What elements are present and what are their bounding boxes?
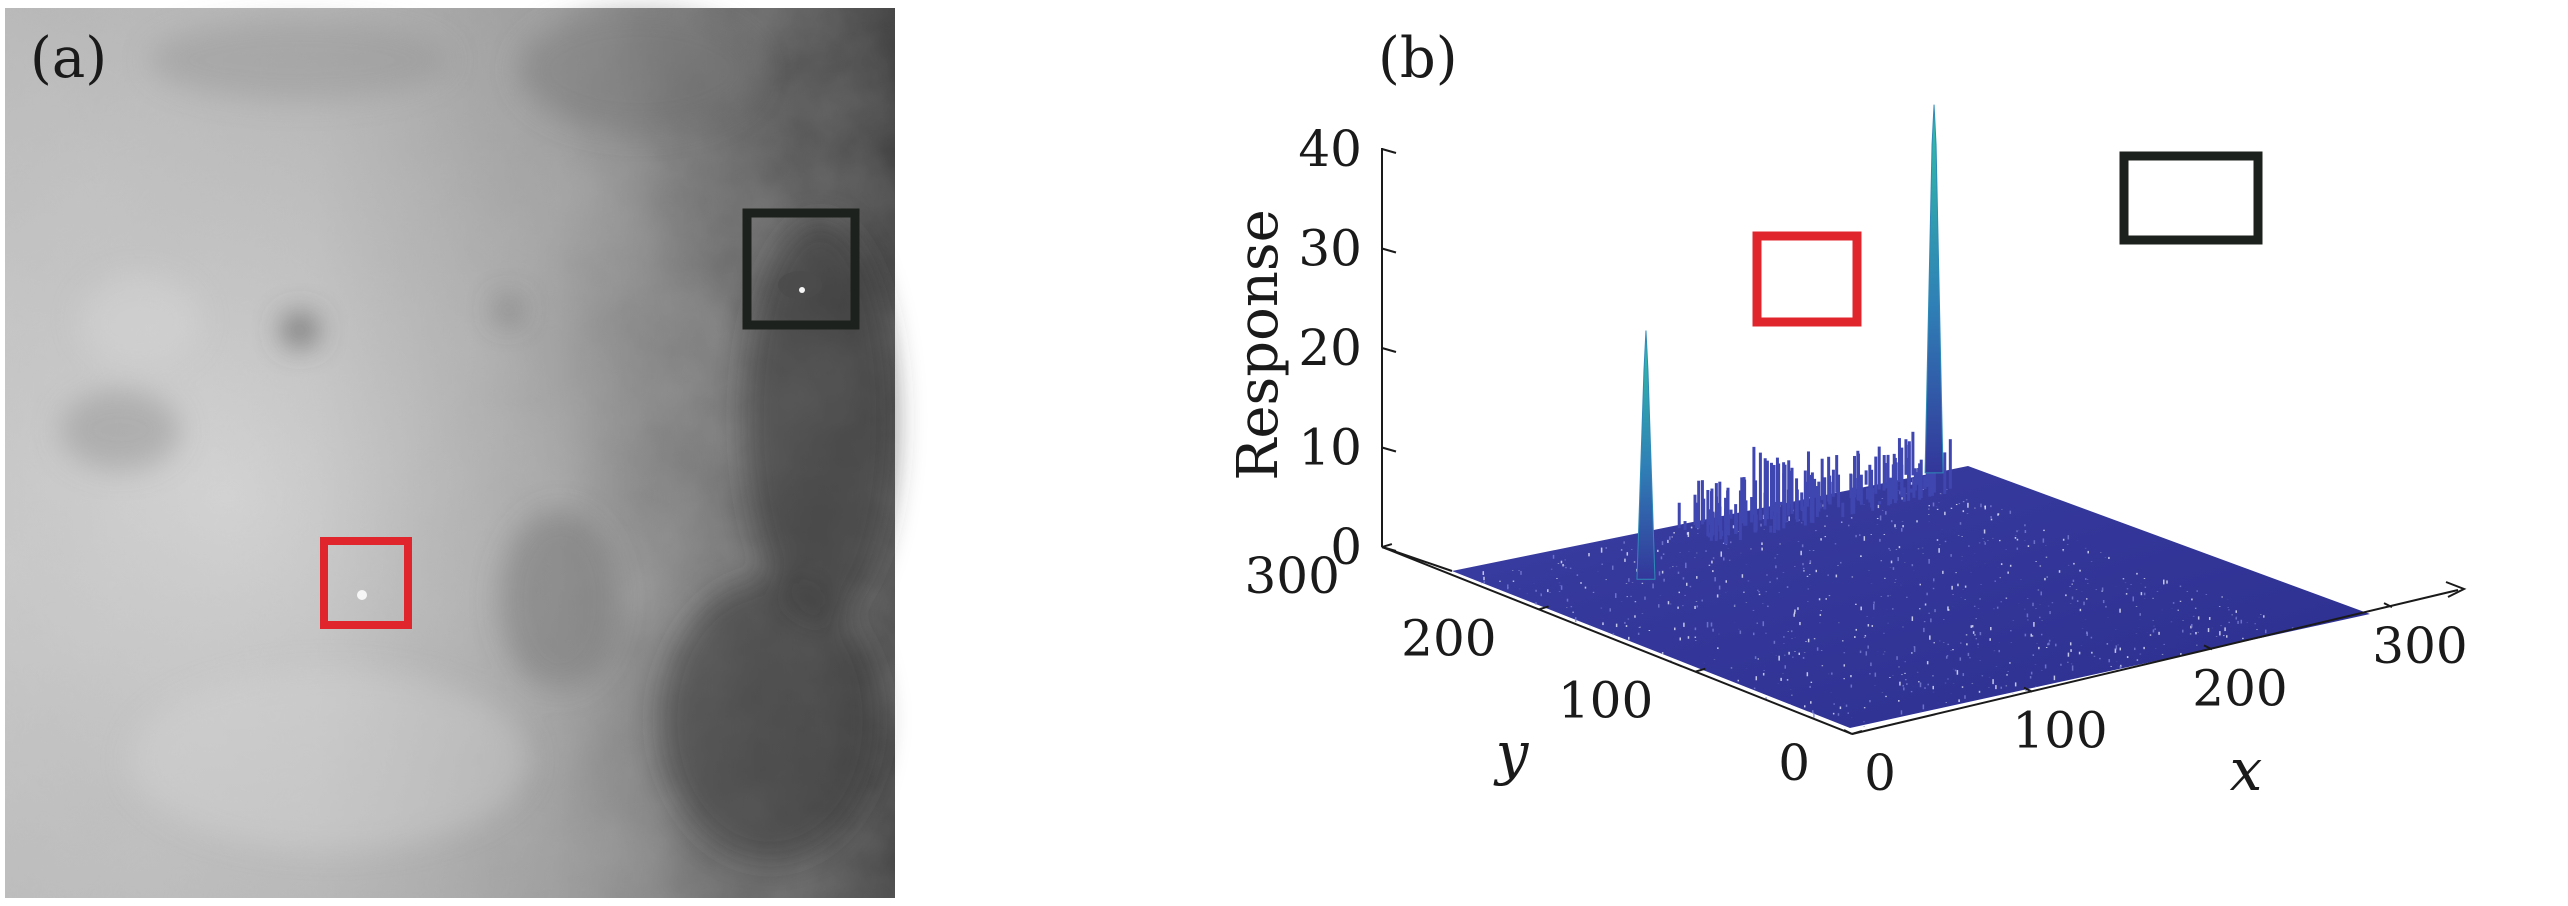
y-tick-label: 300 xyxy=(1244,547,1339,605)
panel-b-label: (b) xyxy=(1378,26,1458,91)
panel-a-label: (a) xyxy=(30,26,107,91)
z-tick-label: 30 xyxy=(1298,220,1362,278)
y-tick-mark xyxy=(1851,730,1863,735)
y-tick-label: 0 xyxy=(1778,734,1810,792)
y-axis-ticks: 0 100 200 300 xyxy=(1244,543,1863,792)
x-axis-arrow xyxy=(2445,581,2467,598)
z-axis-label: Response xyxy=(1226,209,1291,481)
x-tick-mark xyxy=(2023,686,2033,693)
x-tick-label: 0 xyxy=(1864,744,1896,802)
panel-b-chart: (b) 0 10 20 30 40 0 100 200 300 0 100 200 300 Resp… xyxy=(1226,26,2468,804)
small-target-black xyxy=(799,287,805,293)
panel-a-image: (a) xyxy=(5,8,895,898)
x-tick-mark xyxy=(2383,602,2393,608)
small-target-red xyxy=(357,590,367,600)
x-axis-line xyxy=(1851,589,2459,735)
response-peaks xyxy=(1636,104,1944,580)
image-dark-patches xyxy=(60,10,895,860)
x-tick-mark xyxy=(2203,644,2213,651)
z-tick-mark xyxy=(1381,148,1397,154)
y-tick-mark xyxy=(1695,667,1706,673)
z-tick-label: 40 xyxy=(1298,120,1362,178)
red-marker-box xyxy=(320,537,412,629)
black-peak xyxy=(1924,104,1944,474)
red-peak xyxy=(1636,330,1656,580)
y-tick-mark xyxy=(1538,605,1549,611)
z-tick-label: 0 xyxy=(1330,518,1362,576)
y-tick-label: 100 xyxy=(1558,672,1653,730)
z-tick-mark xyxy=(1381,347,1397,353)
z-tick-mark xyxy=(1381,546,1397,552)
y-tick-label: 200 xyxy=(1401,609,1496,667)
z-tick-mark xyxy=(1381,446,1397,453)
x-axis-ticks: 0 100 200 300 xyxy=(1843,602,2468,802)
black-marker-box xyxy=(742,208,860,330)
red-peak-box xyxy=(1752,231,1862,327)
target-shadow xyxy=(778,271,822,299)
x-axis-label: x xyxy=(2230,736,2263,804)
y-axis-label: y xyxy=(1493,719,1530,787)
z-tick-label: 10 xyxy=(1298,419,1362,477)
response-surface xyxy=(1452,466,2370,728)
black-peak-box xyxy=(2119,151,2263,245)
x-tick-mark xyxy=(1843,729,1853,735)
z-tick-label: 20 xyxy=(1298,319,1362,377)
z-tick-mark xyxy=(1381,247,1397,254)
y-tick-mark xyxy=(1381,543,1393,549)
x-tick-label: 100 xyxy=(2012,702,2107,760)
x-tick-label: 300 xyxy=(2372,617,2467,675)
y-axis-line xyxy=(1381,546,1853,735)
z-axis-ticks: 0 10 20 30 40 xyxy=(1298,120,1397,576)
x-tick-label: 200 xyxy=(2192,659,2287,717)
